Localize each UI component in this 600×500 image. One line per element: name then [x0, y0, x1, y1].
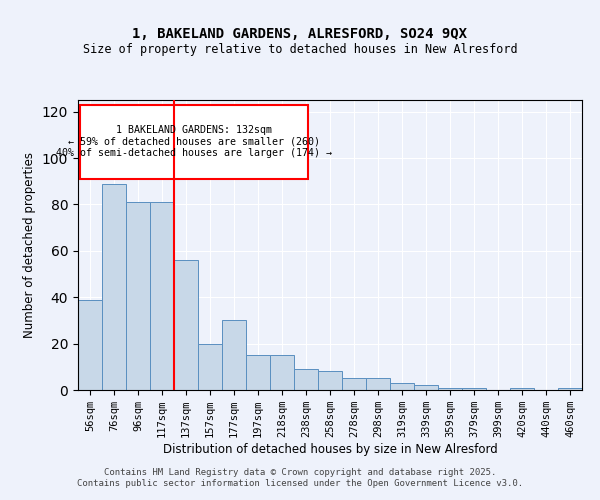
Bar — [390, 383, 414, 390]
Text: 1 BAKELAND GARDENS: 132sqm
← 59% of detached houses are smaller (260)
40% of sem: 1 BAKELAND GARDENS: 132sqm ← 59% of deta… — [56, 125, 332, 158]
Bar — [102, 184, 126, 390]
Bar — [366, 378, 390, 390]
Bar — [198, 344, 222, 390]
Bar — [294, 369, 318, 390]
Bar — [462, 388, 486, 390]
Bar — [222, 320, 246, 390]
Y-axis label: Number of detached properties: Number of detached properties — [23, 152, 37, 338]
FancyBboxPatch shape — [80, 104, 308, 179]
Bar — [510, 388, 534, 390]
Bar — [438, 388, 462, 390]
Bar — [270, 355, 294, 390]
Text: 1, BAKELAND GARDENS, ALRESFORD, SO24 9QX: 1, BAKELAND GARDENS, ALRESFORD, SO24 9QX — [133, 28, 467, 42]
Bar — [558, 388, 582, 390]
Bar — [174, 260, 198, 390]
Bar — [126, 202, 150, 390]
Bar — [246, 355, 270, 390]
Bar — [150, 202, 174, 390]
Bar — [78, 300, 102, 390]
Text: Size of property relative to detached houses in New Alresford: Size of property relative to detached ho… — [83, 42, 517, 56]
X-axis label: Distribution of detached houses by size in New Alresford: Distribution of detached houses by size … — [163, 443, 497, 456]
Bar — [342, 378, 366, 390]
Text: Contains HM Land Registry data © Crown copyright and database right 2025.
Contai: Contains HM Land Registry data © Crown c… — [77, 468, 523, 487]
Bar — [318, 372, 342, 390]
Bar — [414, 386, 438, 390]
